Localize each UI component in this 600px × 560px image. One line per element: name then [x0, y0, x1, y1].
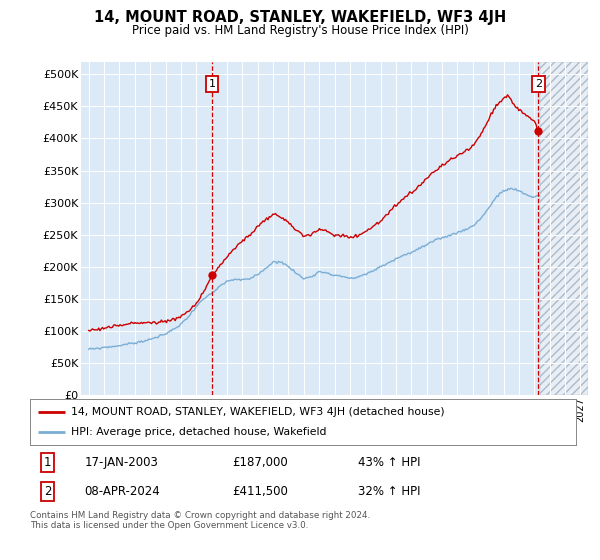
Text: 2: 2 [44, 485, 51, 498]
Text: 43% ↑ HPI: 43% ↑ HPI [358, 456, 420, 469]
Text: 14, MOUNT ROAD, STANLEY, WAKEFIELD, WF3 4JH: 14, MOUNT ROAD, STANLEY, WAKEFIELD, WF3 … [94, 10, 506, 25]
Text: 1: 1 [209, 79, 216, 89]
Text: 32% ↑ HPI: 32% ↑ HPI [358, 485, 420, 498]
Text: 17-JAN-2003: 17-JAN-2003 [85, 456, 158, 469]
Text: Price paid vs. HM Land Registry's House Price Index (HPI): Price paid vs. HM Land Registry's House … [131, 24, 469, 37]
Text: £187,000: £187,000 [232, 456, 288, 469]
Text: 08-APR-2024: 08-APR-2024 [85, 485, 160, 498]
Text: HPI: Average price, detached house, Wakefield: HPI: Average price, detached house, Wake… [71, 427, 326, 437]
Text: £411,500: £411,500 [232, 485, 288, 498]
Bar [541, 62, 588, 395]
Text: 14, MOUNT ROAD, STANLEY, WAKEFIELD, WF3 4JH (detached house): 14, MOUNT ROAD, STANLEY, WAKEFIELD, WF3 … [71, 407, 445, 417]
Text: 2: 2 [535, 79, 542, 89]
Text: Contains HM Land Registry data © Crown copyright and database right 2024.
This d: Contains HM Land Registry data © Crown c… [30, 511, 370, 530]
Text: 1: 1 [44, 456, 51, 469]
